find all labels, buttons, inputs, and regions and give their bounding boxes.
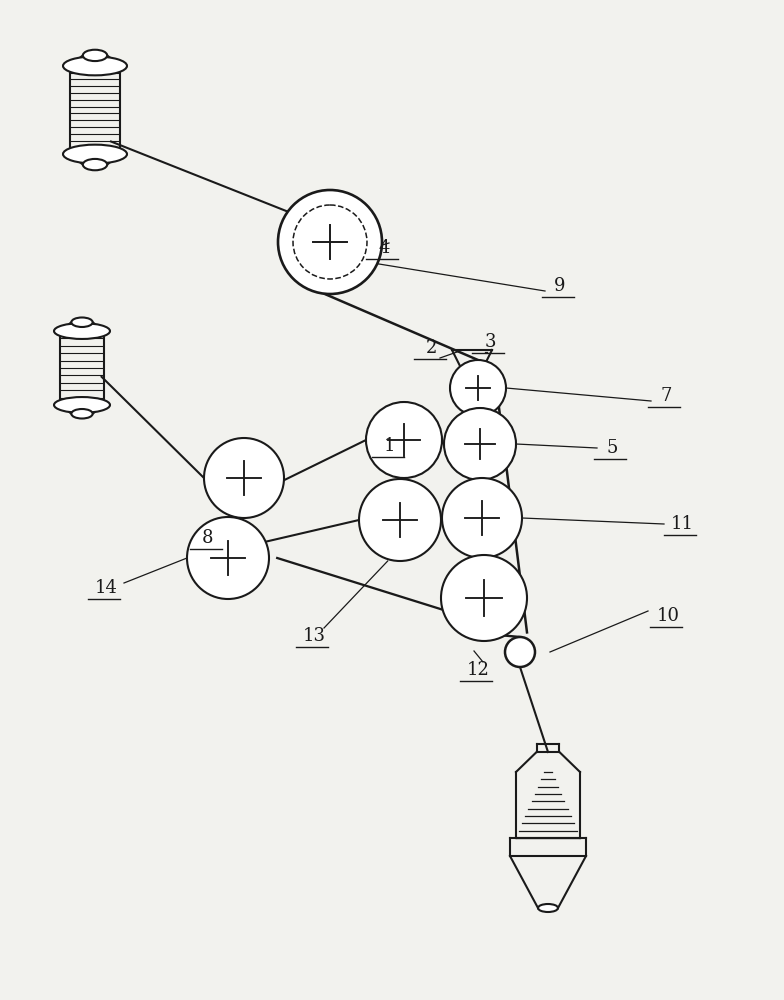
Circle shape	[366, 402, 442, 478]
Text: 10: 10	[656, 607, 680, 625]
Ellipse shape	[83, 50, 107, 61]
Text: 2: 2	[426, 339, 437, 357]
Circle shape	[187, 517, 269, 599]
Text: 1: 1	[384, 437, 396, 455]
Circle shape	[278, 190, 382, 294]
Circle shape	[444, 408, 516, 480]
Text: 8: 8	[202, 529, 214, 547]
Text: 5: 5	[606, 439, 618, 457]
Circle shape	[441, 555, 527, 641]
Circle shape	[505, 637, 535, 667]
Text: 3: 3	[485, 333, 495, 351]
Text: 12: 12	[466, 661, 489, 679]
Ellipse shape	[63, 145, 127, 164]
Ellipse shape	[54, 323, 110, 339]
Text: 7: 7	[660, 387, 672, 405]
Text: 9: 9	[554, 277, 566, 295]
Text: 14: 14	[95, 579, 118, 597]
Ellipse shape	[83, 159, 107, 170]
Circle shape	[204, 438, 284, 518]
Circle shape	[442, 478, 522, 558]
Ellipse shape	[538, 904, 558, 912]
Circle shape	[450, 360, 506, 416]
Ellipse shape	[54, 397, 110, 413]
Ellipse shape	[71, 317, 93, 327]
Text: 13: 13	[303, 627, 325, 645]
Text: 4: 4	[379, 239, 390, 257]
Ellipse shape	[63, 56, 127, 75]
Ellipse shape	[71, 409, 93, 419]
Text: 11: 11	[670, 515, 694, 533]
Circle shape	[359, 479, 441, 561]
